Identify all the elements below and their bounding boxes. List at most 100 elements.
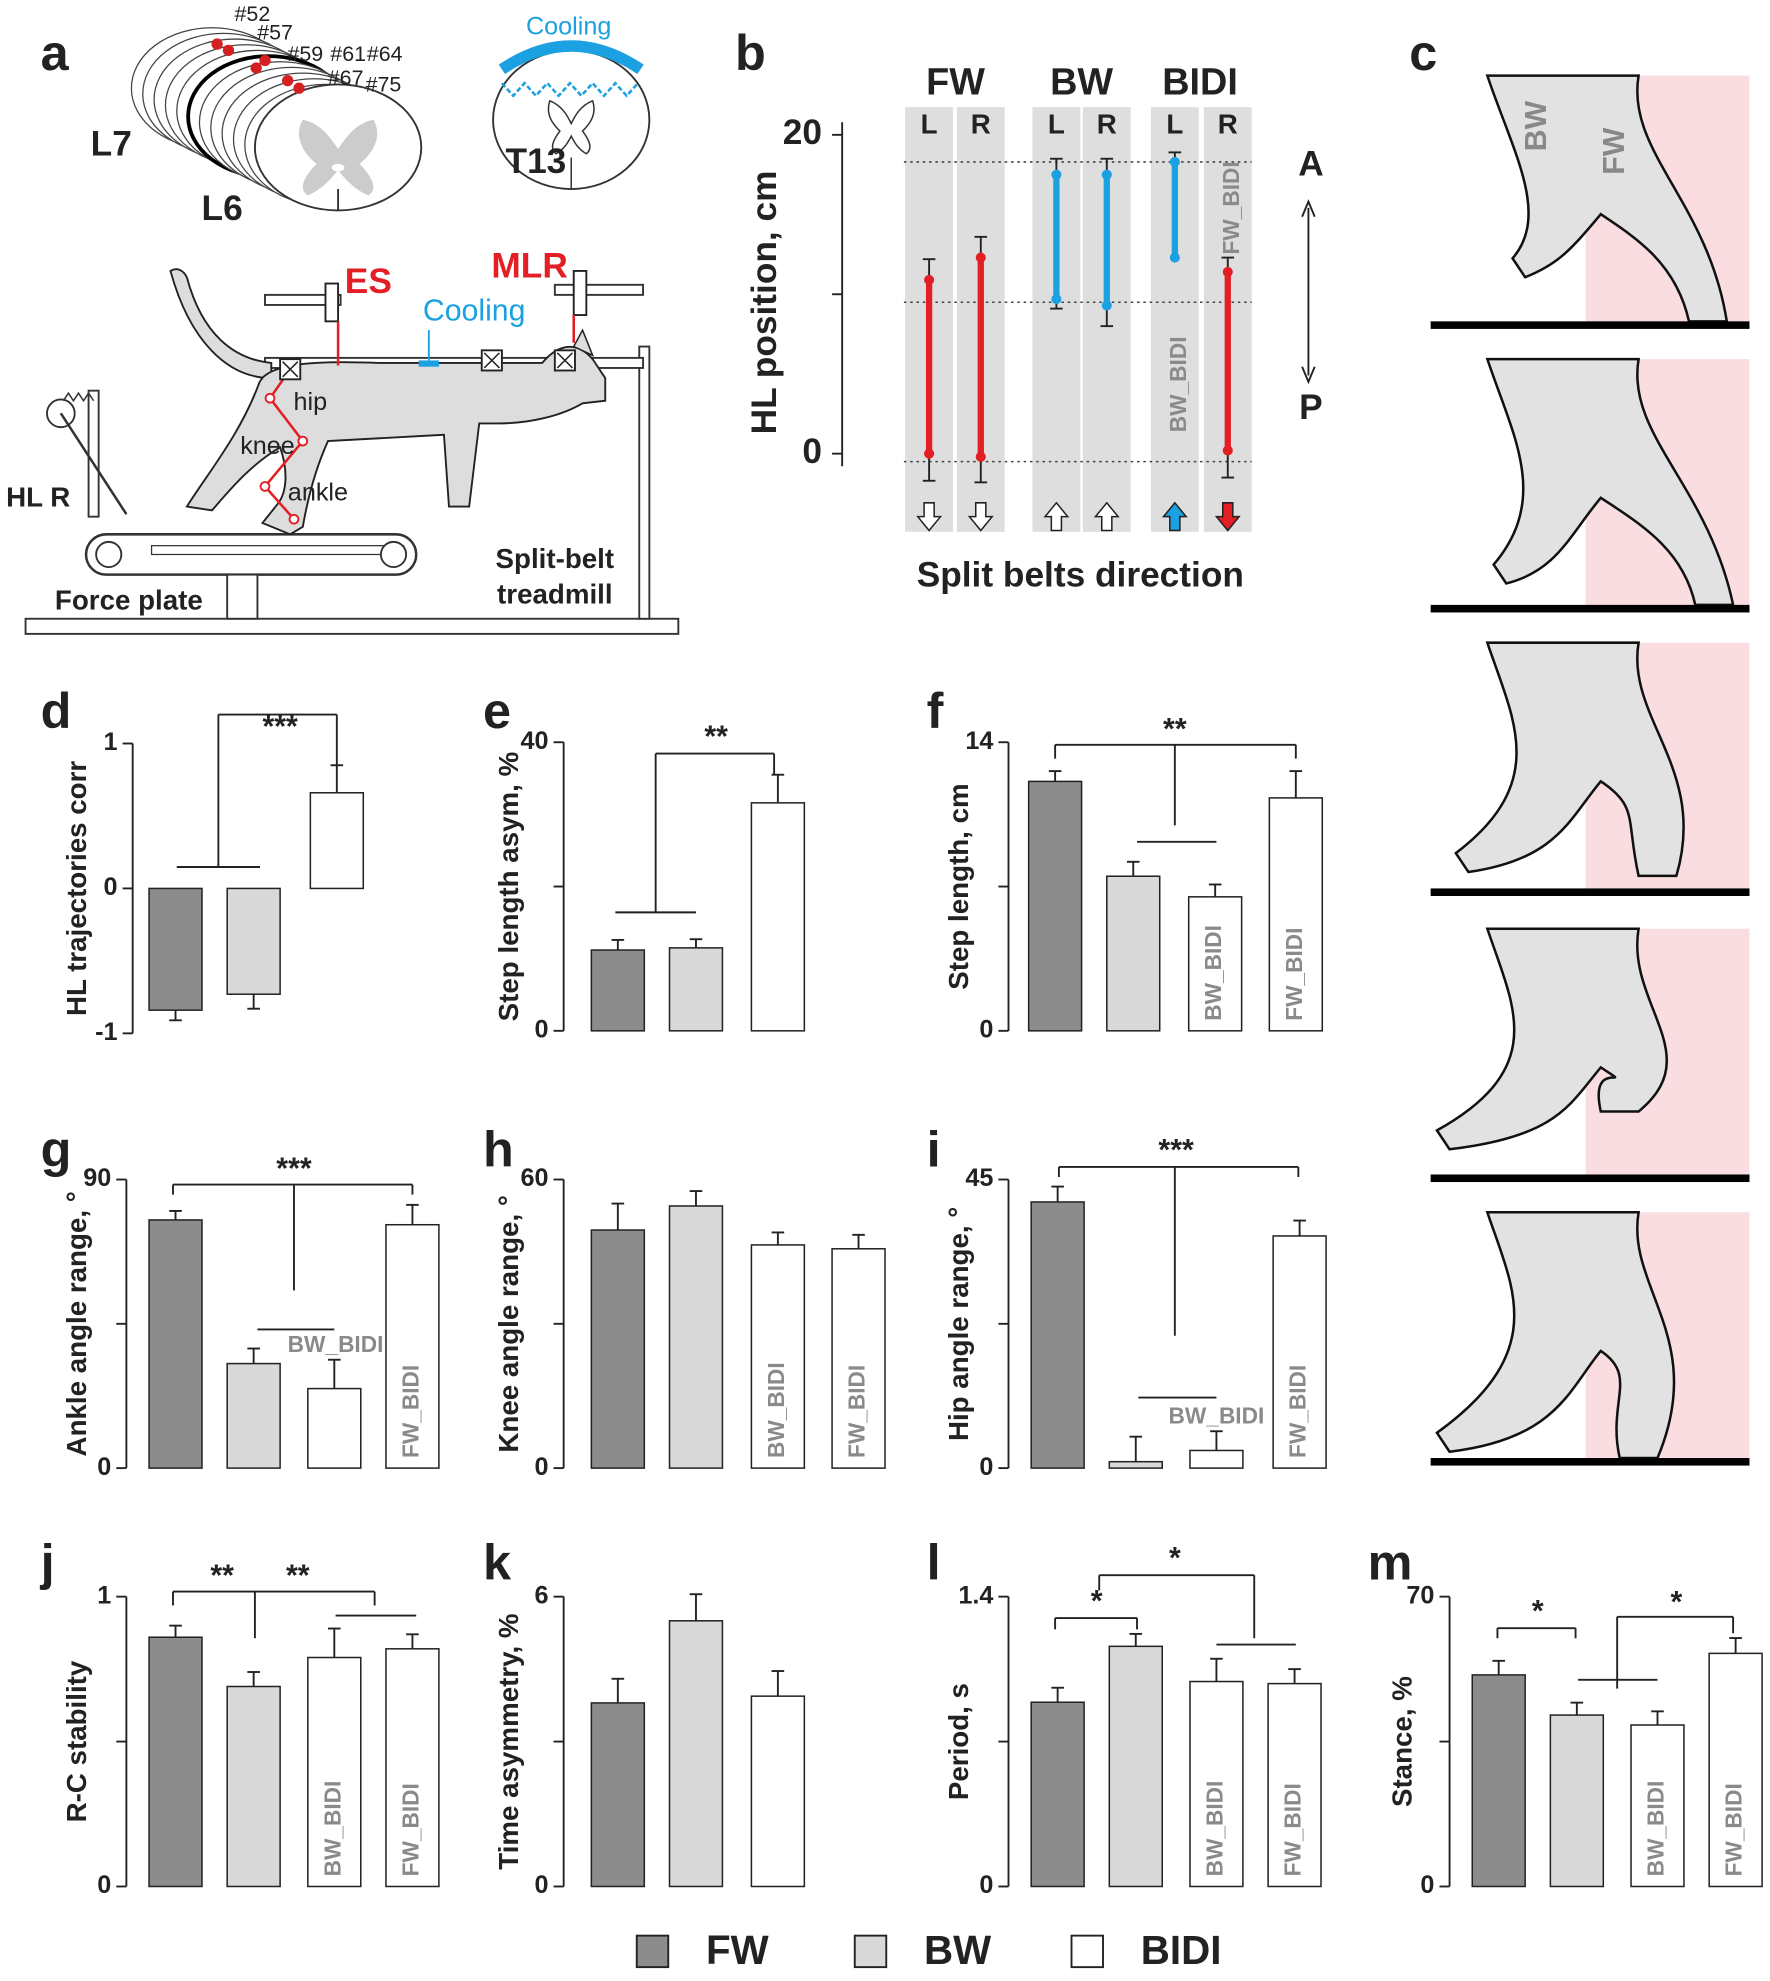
central-canal xyxy=(331,163,345,172)
force-plate-rect xyxy=(150,545,405,556)
y-tick-label: 0 xyxy=(97,1871,111,1899)
bar xyxy=(1027,780,1083,1032)
bar xyxy=(750,1695,806,1888)
range-end xyxy=(1051,169,1062,180)
legend-label: BIDI xyxy=(1141,1927,1222,1973)
bar xyxy=(750,1244,806,1469)
y-tick-label: 45 xyxy=(965,1164,993,1192)
range-end xyxy=(1222,445,1233,456)
panel-letter: e xyxy=(483,682,511,739)
bar xyxy=(226,1685,281,1888)
treadmill-label: treadmill xyxy=(497,578,613,609)
belt-arrow xyxy=(1161,501,1188,532)
significance: ** xyxy=(1163,713,1187,746)
clamp-x xyxy=(556,352,574,369)
inset-segment: T13 xyxy=(506,142,567,181)
y-tick-label: 1.4 xyxy=(958,1581,993,1609)
significance: ** xyxy=(210,1560,234,1593)
significance: * xyxy=(1091,1585,1103,1618)
spring xyxy=(62,391,95,403)
bar xyxy=(1189,1680,1244,1888)
bar xyxy=(1471,1674,1526,1888)
axis-end: P xyxy=(1299,388,1323,427)
hl-r-label: HL R xyxy=(6,481,70,512)
belt-arrow xyxy=(1043,501,1070,532)
bar xyxy=(1106,875,1161,1032)
bar xyxy=(1267,1682,1322,1888)
legend-swatch xyxy=(853,1934,888,1969)
bar-label: BW_BIDI xyxy=(1165,336,1191,432)
significance: * xyxy=(1169,1542,1181,1575)
bar xyxy=(668,1620,724,1888)
joint-marker xyxy=(264,392,276,404)
bar xyxy=(307,1656,362,1888)
clamp-x xyxy=(483,352,500,369)
y-axis-label: HL position, cm xyxy=(745,171,784,435)
range-end xyxy=(924,274,935,285)
electrode-holder xyxy=(572,269,588,316)
bar xyxy=(750,802,806,1032)
cat-ear xyxy=(572,328,595,357)
y-axis-label: Knee angle range, ° xyxy=(493,1195,524,1453)
y-tick-label: 14 xyxy=(965,727,993,755)
bar xyxy=(1030,1201,1085,1469)
cooling-zigzag xyxy=(500,81,639,98)
range-end xyxy=(1222,266,1233,277)
y-tick-label: 0 xyxy=(979,1871,993,1899)
cooling-label: Cooling xyxy=(423,295,526,328)
hindlimb xyxy=(1454,641,1685,878)
bar-label: FW_BIDI xyxy=(1281,928,1307,1021)
y-tick-label: 40 xyxy=(521,727,549,755)
mlr-label: MLR xyxy=(491,247,567,286)
axis-end: A xyxy=(1298,145,1323,184)
annotation: BW_BIDI xyxy=(288,1331,384,1357)
legend-swatch xyxy=(635,1934,670,1969)
side-label: R xyxy=(1097,108,1117,139)
panel-letter: k xyxy=(483,1534,512,1591)
joint-label: hip xyxy=(294,388,328,416)
panel-letter: m xyxy=(1368,1534,1413,1591)
y-axis-label: Step length, cm xyxy=(943,783,974,989)
ground xyxy=(1430,1174,1750,1183)
significance: *** xyxy=(1158,1134,1194,1167)
panel-letter: b xyxy=(735,24,766,81)
side-label: L xyxy=(921,108,938,139)
hindlimb xyxy=(1485,74,1729,323)
bar xyxy=(831,1248,886,1469)
bar xyxy=(148,1636,203,1888)
range-end xyxy=(1051,293,1062,305)
limb-label: BW xyxy=(1520,100,1553,151)
range-end xyxy=(924,448,935,459)
bar xyxy=(148,1219,203,1469)
recording-site xyxy=(222,44,235,57)
y-tick-label: 90 xyxy=(83,1164,111,1192)
recording-site xyxy=(293,82,305,94)
bar xyxy=(1187,896,1243,1032)
y-tick-label: 60 xyxy=(521,1164,549,1192)
side-label: R xyxy=(971,108,991,139)
significance: *** xyxy=(262,710,298,743)
bar xyxy=(307,1387,362,1469)
bar-label: FW_BIDI xyxy=(397,1365,423,1458)
range-end xyxy=(1169,156,1180,167)
significance: * xyxy=(1532,1595,1544,1628)
inset-grey xyxy=(547,99,595,155)
panel-letter: i xyxy=(927,1120,941,1177)
panel-letter: d xyxy=(41,682,72,739)
side-label: L xyxy=(1166,108,1183,139)
section-label: #67 xyxy=(328,66,364,90)
bar-label: FW_BIDI xyxy=(397,1783,423,1876)
inset-cooling: Cooling xyxy=(526,12,611,40)
panel-letter: l xyxy=(927,1534,941,1591)
ground xyxy=(1430,604,1750,613)
annotation: BW_BIDI xyxy=(1169,1403,1265,1429)
section-label: #75 xyxy=(366,72,402,96)
range-end xyxy=(975,451,986,462)
cat-body xyxy=(185,345,607,536)
cat-tail xyxy=(169,268,273,379)
grey-matter xyxy=(298,119,378,196)
bar-label: BW_BIDI xyxy=(1642,1781,1668,1877)
bar-label: FW_BIDI xyxy=(1721,1783,1747,1876)
group-label: BW xyxy=(1050,61,1113,103)
